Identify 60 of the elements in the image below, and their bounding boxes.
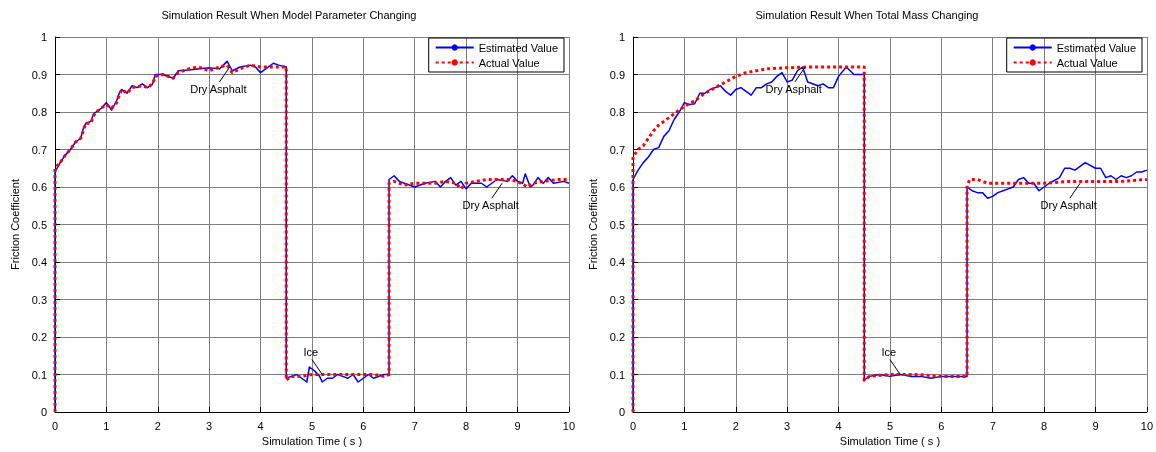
y-tick-label: 0.4	[31, 256, 47, 268]
x-axis-title: Simulation Time ( s )	[261, 435, 363, 448]
y-axis-title: Friction Coefficient	[9, 179, 22, 270]
legend-label: Estimated Value	[478, 41, 559, 54]
y-tick-label: 0.1	[31, 368, 47, 381]
y-tick-label: 0.7	[31, 143, 47, 156]
y-tick-label: 0	[618, 406, 625, 418]
y-axis-title: Friction Coefficient	[587, 179, 600, 270]
x-tick-label: 8	[463, 419, 470, 432]
annotation: Ice	[303, 346, 319, 359]
legend-label: Estimated Value	[1056, 41, 1137, 54]
x-tick-label: 4	[257, 419, 264, 432]
annotation: Dry Asphalt	[765, 83, 822, 96]
x-tick-label: 5	[308, 419, 315, 432]
y-tick-label: 0.8	[609, 106, 625, 118]
x-tick-label: 3	[784, 419, 791, 432]
x-axis-title: Simulation Time ( s )	[839, 435, 941, 448]
y-tick-label: 0.5	[31, 218, 47, 231]
x-tick-label: 8	[1041, 419, 1048, 432]
y-tick-label: 0.5	[609, 218, 625, 231]
annotation: Dry Asphalt	[1040, 199, 1097, 212]
x-tick-label: 7	[411, 419, 418, 432]
chart-title: Simulation Result When Model Parameter Changing	[161, 8, 417, 21]
y-tick-label: 1	[40, 31, 47, 43]
x-tick-label: 5	[886, 419, 893, 432]
legend-label: Actual Value	[1056, 56, 1118, 69]
x-tick-label: 9	[1092, 419, 1099, 432]
x-tick-label: 7	[989, 419, 996, 432]
annotation: Ice	[881, 346, 897, 359]
annotation: Dry Asphalt	[462, 199, 519, 212]
y-tick-label: 1	[618, 31, 625, 43]
y-tick-label: 0.9	[31, 68, 47, 81]
x-tick-label: 10	[1140, 419, 1154, 432]
x-tick-label: 4	[835, 419, 842, 432]
legend-label: Actual Value	[478, 56, 540, 69]
x-tick-label: 1	[103, 419, 110, 432]
x-tick-label: 10	[562, 419, 576, 432]
y-tick-label: 0.6	[31, 181, 47, 193]
x-tick-label: 2	[732, 419, 739, 432]
y-tick-label: 0.2	[31, 331, 47, 343]
x-tick-label: 6	[360, 419, 367, 432]
y-tick-label: 0.3	[609, 293, 625, 306]
y-tick-label: 0.6	[609, 181, 625, 193]
y-tick-label: 0	[40, 406, 47, 418]
x-tick-label: 1	[681, 419, 688, 432]
x-tick-label: 0	[51, 419, 59, 432]
y-tick-label: 0.1	[609, 368, 625, 381]
annotation: Dry Asphalt	[190, 83, 247, 96]
y-tick-label: 0.4	[609, 256, 625, 268]
x-tick-label: 3	[206, 419, 213, 432]
y-tick-label: 0.7	[609, 143, 625, 156]
y-tick-label: 0.3	[31, 293, 47, 306]
x-tick-label: 9	[514, 419, 521, 432]
y-tick-label: 0.8	[31, 106, 47, 118]
x-tick-label: 6	[938, 419, 945, 432]
chart-title: Simulation Result When Total Mass Changing	[755, 8, 979, 21]
x-tick-label: 0	[629, 419, 637, 432]
x-tick-label: 2	[154, 419, 161, 432]
y-tick-label: 0.2	[609, 331, 625, 343]
y-tick-label: 0.9	[609, 68, 625, 81]
